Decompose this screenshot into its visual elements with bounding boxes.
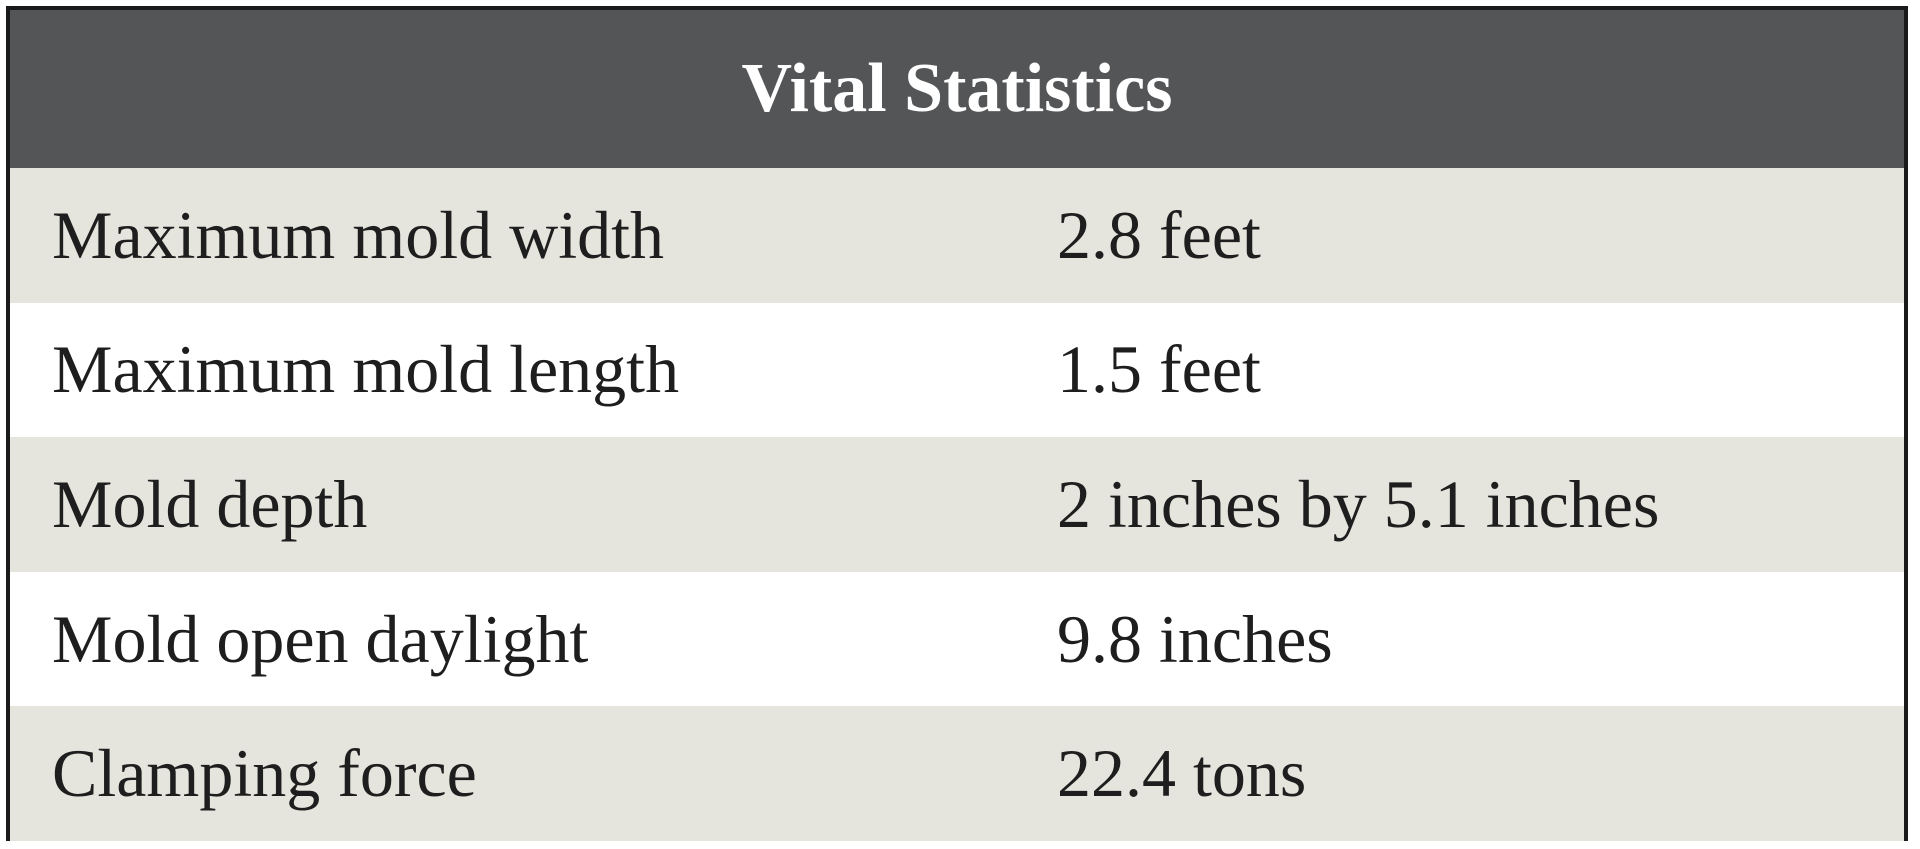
table-row: Clamping force 22.4 tons: [10, 706, 1904, 841]
table-row: Mold depth 2 inches by 5.1 inches: [10, 437, 1904, 572]
table-row: Mold open daylight 9.8 inches: [10, 571, 1904, 707]
row-value: 1.5 feet: [1057, 331, 1261, 408]
table-row: Maximum mold length 1.5 feet: [10, 302, 1904, 438]
row-label: Maximum mold width: [52, 196, 664, 273]
row-value: 2 inches by 5.1 inches: [1057, 465, 1660, 542]
row-label: Clamping force: [52, 735, 477, 812]
table-row: Maximum mold width 2.8 feet: [10, 168, 1904, 303]
row-value: 9.8 inches: [1057, 600, 1333, 677]
row-label: Mold depth: [52, 465, 368, 542]
row-value: 2.8 feet: [1057, 196, 1261, 273]
stats-table: Vital Statistics Maximum mold width 2.8 f…: [6, 6, 1908, 841]
table-title: Vital Statistics: [10, 10, 1904, 168]
table-body: Maximum mold width 2.8 feet Maximum mold l…: [10, 168, 1904, 841]
row-label: Maximum mold length: [52, 331, 680, 408]
row-value: 22.4 tons: [1057, 735, 1307, 812]
row-label: Mold open daylight: [52, 600, 589, 677]
